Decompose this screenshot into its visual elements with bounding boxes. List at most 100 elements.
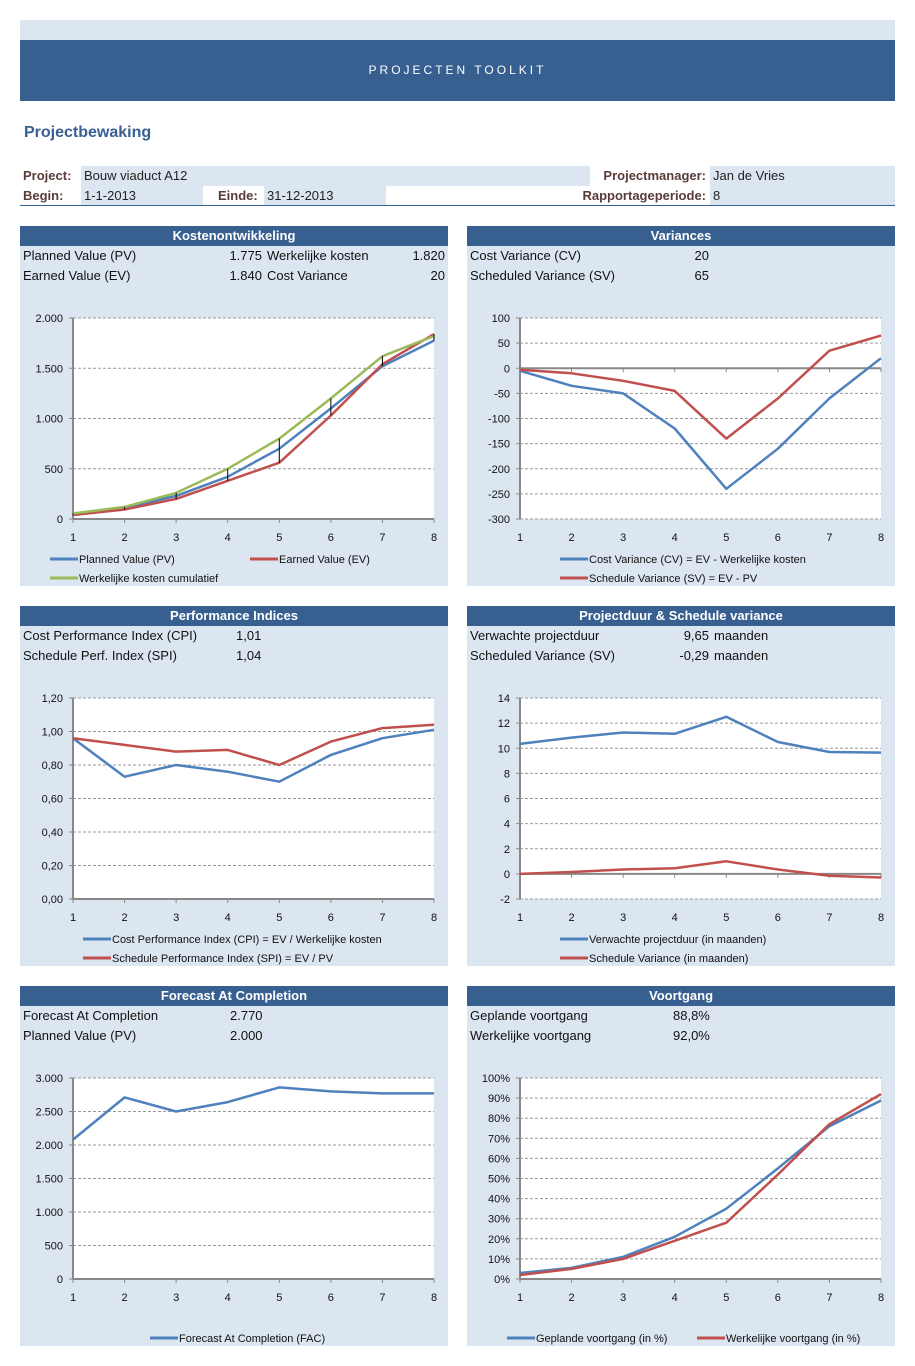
- x-tick-label: 6: [775, 912, 781, 924]
- y-tick-label: 6: [504, 794, 510, 806]
- kv-value: 1,01: [236, 628, 262, 643]
- banner-title: PROJECTEN TOOLKIT: [20, 40, 895, 101]
- panel-title: Projectduur & Schedule variance: [467, 606, 895, 626]
- kv-label: Cost Variance: [267, 268, 348, 283]
- period-field[interactable]: 8: [710, 186, 895, 206]
- y-tick-label: 50%: [488, 1174, 510, 1186]
- x-tick-label: 4: [672, 912, 678, 924]
- panel-variances: Variances Cost Variance (CV) 20 Schedule…: [467, 226, 895, 586]
- y-tick-label: -100: [488, 414, 510, 426]
- legend-label: Cost Variance (CV) = EV - Werkelijke kos…: [589, 554, 806, 566]
- panel-kostenontwikkeling: Kostenontwikkeling Planned Value (PV) 1.…: [20, 226, 448, 586]
- x-tick-label: 3: [620, 532, 626, 544]
- project-field[interactable]: Bouw viaduct A12: [81, 166, 590, 186]
- x-tick-label: 4: [225, 532, 231, 544]
- y-tick-label: -2: [500, 894, 510, 906]
- legend-label: Werkelijke voortgang (in %): [726, 1333, 860, 1345]
- x-tick-label: 1: [517, 912, 523, 924]
- y-tick-label: 0: [57, 1274, 63, 1286]
- kv-label: Planned Value (PV): [23, 248, 137, 263]
- kv-value: 1.820: [412, 248, 445, 263]
- y-tick-label: -300: [488, 514, 510, 526]
- y-tick-label: 0,60: [42, 794, 63, 806]
- y-tick-label: -200: [488, 464, 510, 476]
- x-tick-label: 8: [878, 532, 884, 544]
- y-tick-label: 70%: [488, 1133, 510, 1145]
- series-line: [519, 715, 882, 754]
- panel-projectduur: Projectduur & Schedule variance Verwacht…: [467, 606, 895, 966]
- x-tick-label: 8: [431, 532, 437, 544]
- kv-label: Scheduled Variance (SV): [470, 648, 616, 663]
- chart-kostenontwikkeling: 0 500 1.000 1.500 2.000 1 2 3 4 5 6 7 8 Planned Value…: [35, 313, 437, 585]
- legend-label: Schedule Variance (SV) = EV - PV: [589, 573, 758, 585]
- y-tick-label: -50: [494, 388, 510, 400]
- series-line: [72, 333, 435, 517]
- manager-field[interactable]: Jan de Vries: [710, 166, 895, 186]
- series-line: [519, 334, 882, 440]
- x-tick-label: 3: [620, 912, 626, 924]
- x-tick-label: 5: [276, 1292, 282, 1304]
- x-tick-label: 2: [122, 1292, 128, 1304]
- begin-label: Begin:: [23, 188, 64, 203]
- y-tick-label: 3.000: [35, 1073, 63, 1085]
- panel-title: Performance Indices: [20, 606, 448, 626]
- kv-label: Forecast At Completion: [23, 1008, 159, 1023]
- y-tick-label: 0,00: [42, 894, 63, 906]
- x-tick-label: 1: [517, 532, 523, 544]
- y-tick-label: 10: [498, 743, 510, 755]
- y-tick-label: 4: [504, 819, 510, 831]
- end-label: Einde:: [218, 188, 258, 203]
- panel-title: Variances: [467, 226, 895, 246]
- kv-label: Scheduled Variance (SV): [470, 268, 616, 283]
- x-tick-label: 6: [775, 1292, 781, 1304]
- x-tick-label: 2: [569, 912, 575, 924]
- kv-label: Earned Value (EV): [23, 268, 131, 283]
- x-tick-label: 7: [379, 532, 385, 544]
- panel-title: Forecast At Completion: [20, 986, 448, 1006]
- x-tick-label: 2: [569, 532, 575, 544]
- y-tick-label: 0%: [494, 1274, 510, 1286]
- x-tick-label: 1: [70, 912, 76, 924]
- kv-value: 20: [694, 248, 709, 263]
- x-tick-label: 7: [379, 912, 385, 924]
- panel-performance-indices: Performance Indices Cost Performance Ind…: [20, 606, 448, 966]
- y-tick-label: 40%: [488, 1194, 510, 1206]
- y-tick-label: 100: [492, 313, 510, 325]
- y-tick-label: 1.500: [35, 1174, 63, 1186]
- y-tick-label: 8: [504, 768, 510, 780]
- series-line: [519, 860, 882, 879]
- x-tick-label: 3: [173, 532, 179, 544]
- y-tick-label: 2.000: [35, 1140, 63, 1152]
- x-tick-label: 5: [276, 532, 282, 544]
- y-tick-label: 500: [45, 464, 63, 476]
- legend-label: Verwachte projectduur (in maanden): [589, 934, 766, 946]
- legend-label: Earned Value (EV): [279, 554, 370, 566]
- x-tick-label: 4: [672, 532, 678, 544]
- begin-field[interactable]: 1-1-2013: [81, 186, 203, 206]
- y-tick-label: 1.000: [35, 414, 63, 426]
- series-line: [519, 1093, 882, 1277]
- x-tick-label: 1: [70, 1292, 76, 1304]
- x-tick-label: 7: [379, 1292, 385, 1304]
- kv-value: 1.840: [229, 268, 262, 283]
- x-tick-label: 5: [723, 1292, 729, 1304]
- end-field[interactable]: 31-12-2013: [264, 186, 386, 206]
- y-tick-label: 0,40: [42, 827, 63, 839]
- x-tick-label: 7: [826, 1292, 832, 1304]
- chart-forecast: 0 500 1.000 1.500 2.000 2.500 3.000 1 2 3 4 5 6 7 8 For…: [35, 1073, 437, 1345]
- y-tick-label: 80%: [488, 1113, 510, 1125]
- panel-title: Kostenontwikkeling: [20, 226, 448, 246]
- x-tick-label: 4: [225, 912, 231, 924]
- x-tick-label: 2: [569, 1292, 575, 1304]
- series-line: [72, 334, 435, 515]
- x-tick-label: 5: [723, 912, 729, 924]
- x-tick-label: 8: [431, 912, 437, 924]
- y-tick-label: 60%: [488, 1153, 510, 1165]
- x-tick-label: 8: [431, 1292, 437, 1304]
- kv-label: Cost Variance (CV): [470, 248, 582, 263]
- panel-voortgang: Voortgang Geplande voortgang 88,8% Werke…: [467, 986, 895, 1346]
- kv-label: Cost Performance Index (CPI): [23, 628, 198, 643]
- x-tick-label: 3: [173, 912, 179, 924]
- panel-title: Voortgang: [467, 986, 895, 1006]
- legend-label: Schedule Performance Index (SPI) = EV / …: [112, 953, 334, 965]
